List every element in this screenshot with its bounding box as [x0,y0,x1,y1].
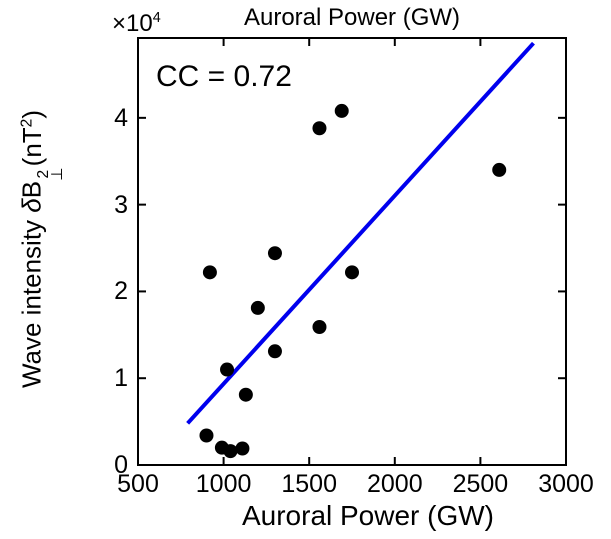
data-point [223,444,238,459]
x-tick-label: 2500 [452,470,509,498]
data-point [199,428,214,443]
x-tick-label: 1000 [195,470,252,498]
unit-close: ) [16,109,47,119]
y-tick-label: 3 [114,190,128,219]
x-tick-label: 1500 [281,470,337,498]
y-label-variable: B [16,180,47,199]
y-axis-label: Wave intensity δB 2 ⊥ (nT2) [10,49,66,449]
plot-title: Auroral Power (GW) [243,4,461,31]
data-point [334,103,349,118]
y-tick-label: 1 [114,364,128,393]
y-label-supsub: 2 ⊥ [35,167,66,181]
data-point [235,441,250,456]
delta-symbol: δ [16,198,47,213]
data-point [312,121,327,136]
data-point [312,320,327,335]
x-tick-label: 2000 [366,470,423,498]
data-point [345,265,359,280]
y-tick-label: 2 [114,277,128,306]
unit-open: (nT [16,127,47,167]
data-point [250,300,265,315]
y-label-prefix: Wave intensity [16,212,47,389]
data-point [220,362,235,377]
scale-base: ×10 [112,10,153,37]
x-axis-label: Auroral Power (GW) [241,500,495,531]
y-tick-label: 4 [114,103,128,132]
data-point [238,387,253,402]
data-point [267,344,282,359]
correlation-annotation: CC = 0.72 [156,60,292,93]
unit-exponent: 2 [18,118,35,128]
data-point [492,162,507,177]
scale-exponent: 4 [152,10,161,26]
fit-line [186,41,535,425]
data-point [267,246,282,261]
axes-frame [137,37,567,466]
data-point [202,265,217,280]
y-axis-scale-factor: ×104 [112,10,161,38]
perpendicular-symbol: ⊥ [48,167,66,181]
x-tick-label: 500 [117,470,159,498]
y-label-unit: (nT2) [17,110,47,166]
x-tick-label: 3000 [538,470,594,498]
y-tick-label: 0 [114,451,128,479]
